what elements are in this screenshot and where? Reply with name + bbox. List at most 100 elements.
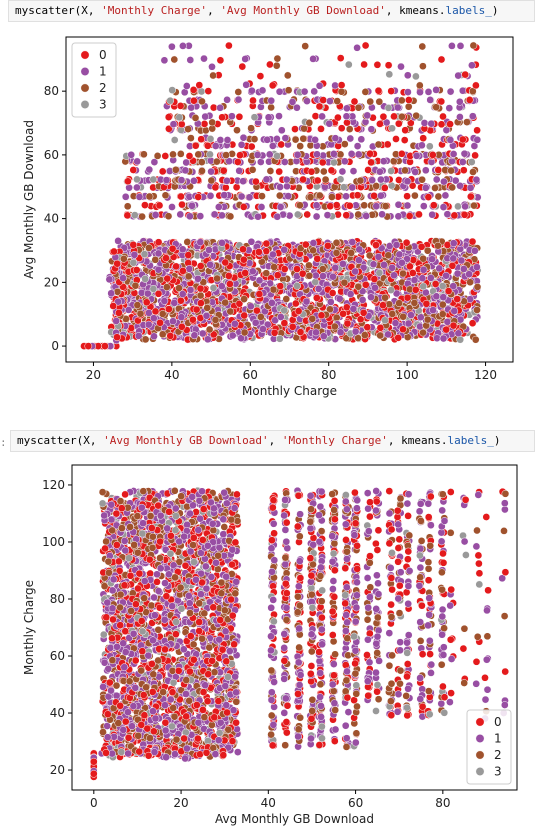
scatter-point: [262, 239, 271, 248]
scatter-point: [471, 335, 480, 344]
scatter-point: [318, 158, 327, 167]
y-tick-label: 60: [44, 148, 59, 162]
scatter-point: [380, 184, 389, 192]
code-token: 'Avg Monthly GB Download': [103, 434, 269, 447]
scatter-point: [370, 191, 378, 200]
scatter-point: [390, 112, 398, 121]
scatter-point: [387, 286, 395, 294]
scatter-point: [226, 280, 234, 288]
scatter-point: [155, 201, 164, 210]
scatter-point: [448, 42, 456, 50]
cell-prompt: :: [0, 436, 7, 449]
scatter-point: [473, 135, 482, 144]
scatter-point: [392, 135, 400, 143]
scatter-point: [131, 281, 140, 290]
code-cell-1[interactable]: myscatter(X, 'Monthly Charge', 'Avg Mont…: [8, 0, 535, 22]
scatter-point: [309, 55, 317, 63]
scatter-point: [310, 87, 319, 96]
scatter-point: [404, 319, 413, 328]
scatter-point: [438, 282, 447, 290]
scatter-point: [300, 124, 308, 133]
scatter-point: [187, 134, 195, 142]
scatter-point: [411, 191, 419, 200]
scatter-point: [403, 255, 411, 263]
scatter-point: [225, 41, 233, 50]
scatter-point: [416, 88, 424, 97]
scatter-points: [80, 41, 482, 350]
scatter-point: [262, 247, 271, 256]
scatter-point: [213, 274, 221, 283]
scatter-point: [218, 239, 226, 247]
scatter-point: [344, 60, 353, 69]
scatter-point: [226, 307, 235, 316]
scatter-point: [280, 265, 289, 273]
scatter-point: [449, 321, 458, 330]
scatter-point: [275, 87, 284, 96]
scatter-point: [366, 97, 375, 106]
scatter-point: [439, 293, 448, 302]
code-token: myscatter(X,: [17, 434, 104, 447]
scatter-point: [397, 62, 405, 71]
x-tick-label: 100: [396, 368, 419, 382]
scatter-point: [130, 211, 139, 219]
scatter-point: [219, 166, 228, 175]
scatter-point: [407, 311, 415, 319]
scatter-point: [466, 278, 474, 287]
code-token: , kmeans.: [385, 4, 446, 17]
scatter-point: [460, 210, 469, 219]
code-token: ): [493, 434, 501, 447]
x-tick-label: 40: [164, 368, 179, 382]
scatter-point: [448, 261, 457, 270]
scatter-point: [169, 150, 177, 159]
scatter-point: [203, 335, 212, 344]
scatter-point: [426, 96, 435, 104]
scatter-point: [315, 102, 324, 111]
scatter-point: [449, 254, 458, 263]
scatter-point: [258, 86, 267, 95]
scatter-point: [336, 175, 345, 184]
scatter-point: [268, 299, 276, 307]
code-cell-2[interactable]: myscatter(X, 'Avg Monthly GB Download', …: [10, 430, 535, 452]
scatter-point: [346, 134, 355, 143]
scatter-point: [170, 299, 179, 307]
scatter-point: [378, 210, 386, 219]
scatter-point: [403, 201, 412, 210]
scatter-point: [445, 104, 454, 112]
scatter-point: [209, 284, 218, 292]
scatter-point: [245, 193, 254, 202]
code-token: labels_: [445, 4, 492, 17]
scatter-point: [351, 327, 360, 336]
y-tick-label: 0: [51, 339, 59, 353]
scatter-point: [409, 256, 418, 264]
scatter-point: [330, 322, 339, 331]
scatter-point: [281, 134, 290, 142]
scatter-point: [205, 325, 214, 334]
scatter-point: [428, 210, 437, 219]
scatter-point: [473, 306, 481, 314]
scatter-point: [470, 246, 479, 255]
scatter-point: [299, 175, 307, 184]
scatter-point: [339, 309, 347, 318]
scatter-point: [446, 136, 455, 144]
scatter-point: [293, 265, 301, 273]
scatter-point: [241, 55, 250, 63]
scatter-point: [388, 310, 397, 318]
scatter-point: [144, 320, 153, 329]
scatter-point: [132, 266, 141, 274]
scatter-point: [238, 62, 247, 71]
scatter-point: [434, 241, 442, 250]
code-token: myscatter(X,: [15, 4, 102, 17]
scatter-point: [418, 141, 426, 150]
scatter-point: [161, 152, 170, 160]
scatter-point: [419, 265, 428, 274]
scatter-point: [280, 306, 289, 315]
scatter-point: [183, 238, 192, 246]
scatter-point: [170, 55, 179, 64]
scatter-point: [114, 237, 122, 245]
scatter-point: [339, 183, 348, 192]
scatter-point: [273, 212, 282, 221]
scatter-point: [376, 167, 384, 176]
scatter-point: [465, 270, 473, 279]
scatter-point: [398, 258, 406, 267]
scatter-point: [204, 87, 213, 95]
